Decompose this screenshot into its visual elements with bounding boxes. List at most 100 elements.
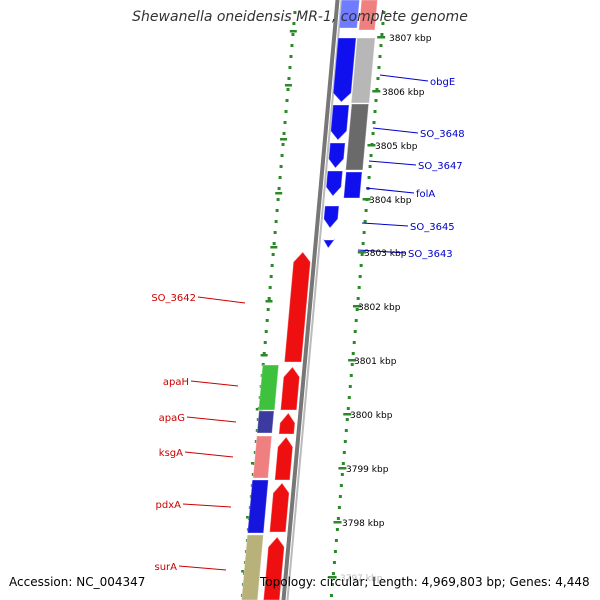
tick-dot xyxy=(348,385,352,388)
reverse-gene-label: pdxA xyxy=(156,500,182,511)
tick-dot xyxy=(361,242,365,245)
gene-box-outline xyxy=(343,171,363,199)
gene-block-reverse-outline xyxy=(262,536,285,600)
tick-dot xyxy=(358,275,362,278)
tick-dot xyxy=(335,528,339,531)
gene-block-forward xyxy=(323,206,339,228)
tick-dot xyxy=(377,66,381,69)
tick-dot xyxy=(372,121,376,124)
tick-dot xyxy=(378,55,382,58)
tick-dot xyxy=(342,451,346,454)
tick-dot xyxy=(355,308,359,311)
major-tick xyxy=(348,359,357,362)
scale-label: 3802 kbp xyxy=(358,303,401,313)
gene-box xyxy=(241,535,264,600)
gene-box-outline xyxy=(358,0,379,31)
reverse-gene-label: ksgA xyxy=(159,448,183,459)
reverse-gene-label: SO_3642 xyxy=(151,293,196,304)
gene-box xyxy=(351,38,376,103)
tick-dot xyxy=(269,275,273,278)
gene-block-reverse xyxy=(269,483,290,532)
map-title: Shewanella oneidensis MR-1, complete gen… xyxy=(132,9,468,25)
tick-dot xyxy=(273,231,277,234)
tick-dot xyxy=(333,550,337,553)
tick-dot xyxy=(282,132,286,135)
tick-dot xyxy=(271,253,275,256)
tick-dot xyxy=(364,209,368,212)
gene-block-forward-outline xyxy=(325,170,344,197)
tick-dot xyxy=(329,594,333,597)
gene-block-forward xyxy=(326,171,343,196)
tick-dot xyxy=(263,341,267,344)
major-tick xyxy=(357,251,366,254)
gene-box xyxy=(258,365,279,410)
tick-dot xyxy=(276,198,280,201)
tick-dot xyxy=(265,319,269,322)
tick-dot xyxy=(371,132,375,135)
forward-gene-label: SO_3648 xyxy=(420,129,465,140)
tick-dot xyxy=(279,165,283,168)
tick-dot xyxy=(281,143,285,146)
gene-block-forward xyxy=(322,239,335,248)
gene-block-forward-outline xyxy=(332,37,357,103)
tick-dot xyxy=(341,462,345,465)
gene-block-reverse-outline xyxy=(283,251,311,363)
tick-dot xyxy=(293,11,297,14)
genome-summary-text: Topology: circular; Length: 4,969,803 bp… xyxy=(260,575,590,589)
gene-block-forward-outline xyxy=(338,0,361,29)
tick-dot xyxy=(350,363,354,366)
scale-label: 3806 kbp xyxy=(382,88,425,98)
tick-dot xyxy=(369,154,373,157)
gene-box xyxy=(345,104,369,170)
genome-backbone xyxy=(281,0,343,600)
scale-label: 3800 kbp xyxy=(350,411,393,421)
major-tick xyxy=(377,36,386,39)
tick-dot xyxy=(345,418,349,421)
tick-dot xyxy=(363,220,367,223)
tick-dot xyxy=(292,22,296,25)
tick-dot xyxy=(261,363,265,366)
gene-block-forward-outline xyxy=(323,205,340,229)
major-tick xyxy=(328,576,337,579)
gene-block-reverse xyxy=(280,367,300,410)
tick-dot xyxy=(376,77,380,80)
reverse-label-connector xyxy=(182,503,232,508)
tick-dot xyxy=(382,11,386,14)
scale-label: 3803 kbp xyxy=(364,249,407,259)
major-tick xyxy=(338,467,347,470)
tick-dot xyxy=(288,66,292,69)
gene-box xyxy=(343,172,363,198)
minor-tick xyxy=(280,138,288,141)
forward-label-connector xyxy=(368,160,417,166)
tick-dot xyxy=(352,341,356,344)
tick-dot xyxy=(262,352,266,355)
tick-dot xyxy=(354,319,358,322)
tick-dot xyxy=(275,209,279,212)
forward-label-connector xyxy=(379,74,429,82)
tick-dot xyxy=(362,231,366,234)
minor-tick xyxy=(289,30,297,33)
tick-dot xyxy=(289,55,293,58)
reverse-gene-label: apaG xyxy=(159,413,185,424)
scale-label: 3798 kbp xyxy=(342,519,385,529)
major-tick xyxy=(352,305,361,308)
forward-gene-label: SO_3645 xyxy=(410,222,455,233)
major-tick xyxy=(333,521,342,524)
reverse-label-connector xyxy=(178,565,227,571)
gene-block-forward-outline xyxy=(328,142,346,169)
scale-label: 3797 kbp xyxy=(340,574,383,584)
reverse-label-connector xyxy=(184,451,234,458)
tick-dot xyxy=(287,77,291,80)
tick-dot xyxy=(347,396,351,399)
major-tick xyxy=(372,90,381,93)
forward-gene-label: folA xyxy=(416,189,435,200)
tick-dot xyxy=(283,121,287,124)
tick-dot xyxy=(368,165,372,168)
tick-dot xyxy=(274,220,278,223)
tick-dot xyxy=(373,110,377,113)
tick-dot xyxy=(286,88,290,91)
labels: 3807 kbp 3806 kbp 3805 kbp 3804 kbp 3803 kbp… xyxy=(151,34,464,584)
gene-block-reverse xyxy=(278,413,295,434)
tick-dot xyxy=(353,330,357,333)
